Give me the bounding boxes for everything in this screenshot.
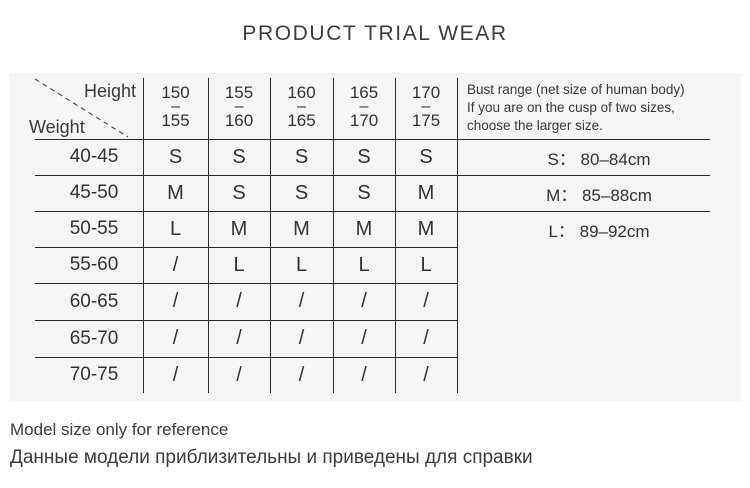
size-cell: / [423, 363, 429, 386]
weight-row-label: 50-55 [69, 218, 119, 239]
corner-header-cell: Height Weight [10, 73, 143, 139]
range-dash: – [297, 97, 306, 115]
size-cell: S [232, 145, 246, 168]
size-cell: S [294, 145, 309, 168]
grid-vline [395, 78, 396, 393]
height-from: 165 [349, 82, 379, 102]
size-cell: M [417, 217, 435, 240]
bust-note-line: If you are on the cusp of two sizes, [467, 100, 675, 115]
bust-size-l: L： 89–92cm [548, 221, 650, 241]
size-cell: / [361, 290, 367, 312]
grid-hline [35, 211, 710, 212]
height-column-header: 170 – 175 [395, 73, 457, 139]
size-cell: S [357, 145, 371, 168]
height-from: 160 [287, 82, 316, 102]
size-cell: S [168, 145, 183, 168]
height-from: 170 [411, 82, 441, 102]
weight-row-label: 60-65 [69, 290, 119, 312]
diagonal-divider-line [34, 78, 129, 138]
grid-vline [270, 78, 271, 393]
height-to: 165 [287, 110, 316, 130]
range-dash: – [171, 97, 180, 115]
height-column-header: 150 – 155 [143, 73, 208, 139]
weight-row-label: 70-75 [69, 364, 119, 385]
footnote-russian: Данные модели приблизительны и приведены… [10, 447, 533, 468]
bust-range-note: Bust range (net size of human body) If y… [467, 81, 743, 135]
size-cell: / [298, 290, 305, 312]
height-axis-label: Height [83, 81, 136, 101]
size-cell: / [172, 327, 179, 349]
height-to: 155 [161, 110, 190, 130]
size-cell: L [420, 253, 432, 276]
size-cell: / [236, 327, 242, 349]
size-cell: M [355, 217, 373, 240]
height-column-header: 155 – 160 [208, 73, 270, 139]
page-title: PRODUCT TRIAL WEAR [242, 22, 508, 45]
size-cell: / [423, 327, 429, 349]
size-cell: S [357, 181, 371, 204]
size-cell: L [233, 253, 245, 276]
size-cell: S [294, 181, 309, 204]
grid-hline [35, 320, 457, 321]
bust-size-s: S： 80–84cm [547, 149, 651, 169]
height-from: 150 [161, 82, 190, 102]
weight-axis-label: Weight [29, 117, 85, 137]
bust-note-line: Bust range (net size of human body) [467, 82, 685, 97]
range-dash: – [421, 97, 431, 115]
grid-hline [35, 139, 710, 140]
size-cell: L [169, 217, 182, 240]
weight-row-label: 65-70 [69, 327, 119, 349]
size-cell: M [293, 217, 310, 240]
size-cell: M [230, 217, 248, 240]
grid-hline [35, 357, 457, 358]
bust-size-m: M： 85–88cm [546, 185, 652, 205]
grid-vline [208, 78, 209, 393]
range-dash: – [234, 97, 244, 115]
height-column-header: 160 – 165 [270, 73, 333, 139]
grid-hline [35, 247, 457, 248]
size-cell: / [236, 363, 242, 386]
size-cell: / [172, 290, 179, 312]
height-column-header: 165 – 170 [333, 73, 395, 139]
range-dash: – [359, 97, 369, 115]
grid-vline [143, 78, 144, 393]
size-cell: / [172, 253, 179, 276]
size-cell: / [298, 327, 305, 349]
grid-vline [333, 78, 334, 393]
weight-row-label: 40-45 [69, 146, 119, 167]
grid-vline-divider [457, 78, 458, 393]
size-chart-table: Height Weight 150 – 155 155 – 160 160 – … [10, 73, 741, 401]
size-cell: S [232, 181, 246, 204]
size-cell: L [295, 253, 308, 276]
size-cell: M [167, 181, 184, 204]
height-from: 155 [224, 82, 254, 102]
weight-row-label: 55-60 [69, 254, 119, 275]
bust-note-line: choose the larger size. [467, 118, 603, 133]
size-cell: M [417, 181, 435, 204]
size-cell: / [298, 363, 305, 386]
size-cell: / [361, 363, 367, 386]
size-cell: / [172, 363, 179, 386]
size-cell: / [236, 290, 242, 312]
footnote-english: Model size only for reference [10, 420, 229, 439]
height-to: 170 [349, 110, 379, 130]
size-cell: S [419, 145, 433, 168]
size-cell: / [423, 290, 429, 312]
height-to: 175 [411, 110, 441, 130]
weight-row-label: 45-50 [69, 182, 119, 203]
size-cell: / [361, 327, 367, 349]
grid-hline [35, 283, 457, 284]
size-cell: L [358, 253, 370, 276]
grid-hline [35, 175, 710, 176]
height-to: 160 [224, 110, 254, 130]
